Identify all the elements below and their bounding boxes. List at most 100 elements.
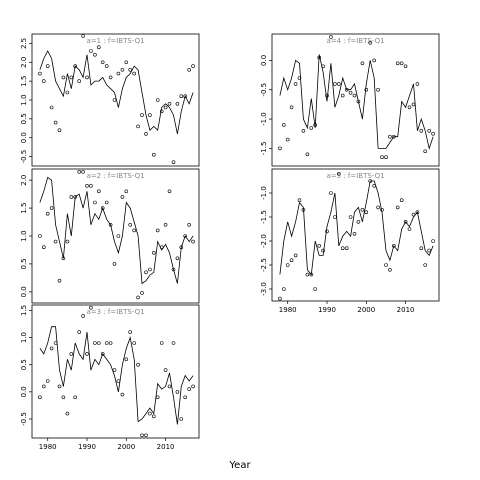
data-point	[395, 205, 400, 210]
data-point	[344, 87, 349, 92]
panel-title: a=3 : f=IBTS-Q1	[86, 308, 144, 316]
data-point	[289, 105, 294, 110]
data-point	[179, 94, 184, 98]
y-tick-label: -2.5	[260, 258, 268, 272]
data-point	[100, 206, 105, 210]
data-point	[187, 68, 191, 72]
data-point	[38, 234, 42, 238]
data-point	[313, 123, 318, 127]
data-point	[41, 384, 46, 389]
panel-frame	[31, 33, 200, 167]
data-point	[384, 155, 388, 159]
data-point	[85, 184, 89, 188]
panel-title: a=1 : f=IBTS-Q1	[86, 37, 144, 45]
data-point	[116, 71, 121, 76]
data-point	[155, 395, 160, 400]
data-point	[348, 215, 353, 219]
data-point	[171, 341, 176, 345]
data-point	[116, 379, 121, 383]
data-point	[191, 64, 195, 68]
data-point	[329, 35, 333, 39]
data-point	[297, 198, 302, 202]
data-point	[38, 71, 42, 76]
data-point	[391, 244, 396, 248]
data-point	[325, 229, 329, 234]
data-point	[124, 60, 129, 65]
data-point	[97, 45, 101, 50]
data-point	[73, 64, 77, 68]
data-point	[183, 395, 187, 400]
data-point	[100, 352, 105, 356]
data-point	[112, 98, 117, 102]
data-point	[415, 82, 420, 86]
panel-a1: a=1 : f=IBTS-Q1 -0.5 0.0 0.5 1.0 1.5 2.0 2.5	[20, 33, 200, 167]
y-tick-label: 2.0	[20, 175, 28, 186]
panel-a5: a=5 : f=IBTS-Q1 -3.0 -2.5 -2.0 -1.5 -1.0 1980 1…	[260, 168, 440, 314]
data-point	[171, 267, 176, 272]
data-point	[301, 208, 306, 212]
data-point	[171, 160, 176, 164]
data-point	[368, 40, 373, 45]
y-tick-label: 2.5	[20, 38, 28, 49]
data-point	[376, 205, 380, 210]
y-tick-label: -0.5	[260, 83, 268, 97]
data-point	[81, 314, 85, 318]
y-tick-label: -0.5	[20, 150, 28, 164]
data-point	[388, 267, 392, 272]
data-point	[360, 208, 365, 212]
data-point	[132, 71, 136, 76]
data-point	[108, 223, 113, 227]
data-point	[289, 258, 294, 263]
data-point	[77, 79, 81, 83]
data-point	[144, 270, 148, 275]
data-point	[65, 90, 70, 95]
data-point	[73, 395, 77, 400]
panel-title: a=4 : f=IBTS-Q1	[326, 37, 384, 45]
panel-a4: a=4 : f=IBTS-Q1 -1.5 -1.0 -0.5 0.0	[260, 33, 440, 167]
data-point	[112, 368, 117, 372]
data-point	[81, 34, 85, 38]
panel-frame	[271, 33, 440, 167]
data-point	[89, 305, 93, 310]
data-point	[372, 184, 377, 188]
data-point	[411, 212, 416, 217]
x-tick-label: 2000	[117, 443, 135, 451]
data-point	[53, 239, 58, 244]
data-point	[163, 105, 168, 110]
data-point	[163, 368, 168, 372]
y-tick-label: 0.0	[20, 386, 28, 397]
data-point	[144, 132, 148, 136]
data-point	[179, 245, 184, 249]
data-point	[97, 341, 101, 345]
data-point	[285, 263, 290, 267]
data-point	[41, 245, 46, 249]
data-point	[423, 149, 428, 154]
data-point	[57, 278, 62, 283]
data-point	[148, 267, 152, 272]
data-point	[49, 206, 54, 210]
data-point	[179, 417, 184, 421]
data-point	[427, 248, 432, 253]
data-point	[384, 263, 388, 267]
data-point	[136, 124, 140, 129]
y-tick-label: -3.0	[260, 282, 268, 296]
data-point	[85, 352, 89, 356]
data-point	[340, 93, 345, 98]
y-tick-label: 0.0	[260, 55, 268, 66]
data-point	[321, 248, 325, 253]
data-point	[191, 384, 195, 389]
x-tick-label: 1980	[39, 443, 57, 451]
data-point	[317, 244, 322, 248]
y-tick-label: -1.5	[260, 142, 268, 156]
data-point	[53, 120, 58, 125]
data-point	[89, 184, 93, 188]
data-point	[388, 134, 392, 139]
data-point	[305, 152, 310, 157]
data-point	[360, 61, 365, 66]
y-tick-label: 0.0	[20, 132, 28, 143]
data-point	[108, 341, 113, 345]
x-tick-label: 2010	[397, 306, 415, 314]
data-point	[293, 82, 298, 86]
data-point	[140, 291, 144, 295]
